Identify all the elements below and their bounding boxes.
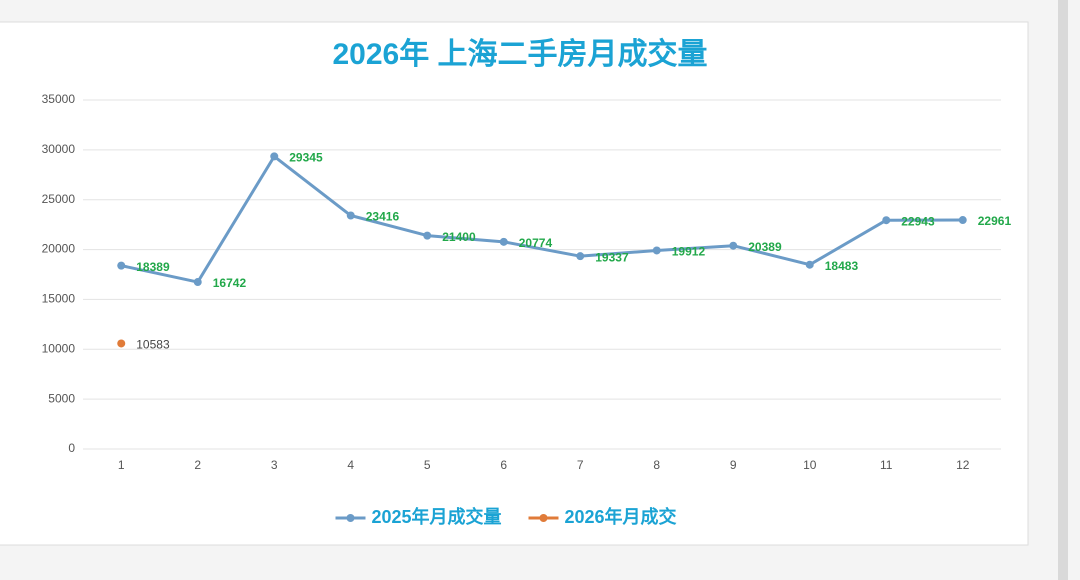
data-label: 10583 <box>136 338 170 352</box>
data-point <box>576 252 585 261</box>
data-label: 22961 <box>978 214 1012 228</box>
chart-panel <box>0 21 1029 546</box>
data-point <box>729 241 738 250</box>
data-label: 18389 <box>136 260 170 274</box>
data-point <box>193 278 202 287</box>
legend-label: 2025年月成交量 <box>372 506 502 527</box>
y-tick-label: 35000 <box>42 92 76 106</box>
x-tick-label: 10 <box>803 458 817 472</box>
x-tick-label: 2 <box>194 458 201 472</box>
x-tick-label: 6 <box>500 458 507 472</box>
x-tick-label: 3 <box>271 458 278 472</box>
y-tick-label: 25000 <box>42 192 76 206</box>
data-label: 19337 <box>595 250 629 264</box>
data-point <box>117 261 126 270</box>
x-tick-label: 5 <box>424 458 431 472</box>
data-label: 20389 <box>748 240 782 254</box>
x-tick-label: 11 <box>880 458 893 472</box>
data-point <box>346 211 355 220</box>
y-tick-label: 0 <box>68 441 75 455</box>
y-tick-label: 15000 <box>42 292 76 306</box>
legend-marker <box>539 514 548 522</box>
data-label: 20774 <box>519 236 553 250</box>
y-tick-label: 5000 <box>48 391 75 405</box>
series-line <box>120 154 963 284</box>
data-label: 23416 <box>366 210 400 224</box>
data-point <box>499 237 508 246</box>
data-point <box>270 152 279 161</box>
x-tick-label: 9 <box>730 458 737 472</box>
data-label: 19912 <box>672 245 706 259</box>
legend-marker <box>346 514 355 522</box>
y-tick-label: 20000 <box>42 242 76 256</box>
x-tick-label: 1 <box>118 458 125 472</box>
scrollbar <box>1058 0 1068 580</box>
x-tick-label: 7 <box>577 458 584 472</box>
data-point <box>652 246 661 255</box>
data-point <box>117 339 126 348</box>
y-tick-label: 30000 <box>42 142 76 156</box>
x-tick-label: 12 <box>956 458 970 472</box>
x-tick-label: 4 <box>347 458 354 472</box>
x-tick-label: 8 <box>653 458 660 472</box>
data-label: 18483 <box>825 259 859 273</box>
y-tick-label: 10000 <box>42 341 76 355</box>
data-label: 29345 <box>289 151 323 165</box>
data-point <box>882 216 891 225</box>
legend-label: 2026年月成交 <box>565 506 677 527</box>
data-label: 16742 <box>213 276 247 290</box>
data-point <box>958 216 967 225</box>
data-label: 22943 <box>901 214 935 228</box>
data-point <box>423 231 432 240</box>
data-point <box>805 260 814 269</box>
chart-title: 2026年 上海二手房月成交量 <box>332 37 707 71</box>
data-label: 21400 <box>442 230 476 244</box>
